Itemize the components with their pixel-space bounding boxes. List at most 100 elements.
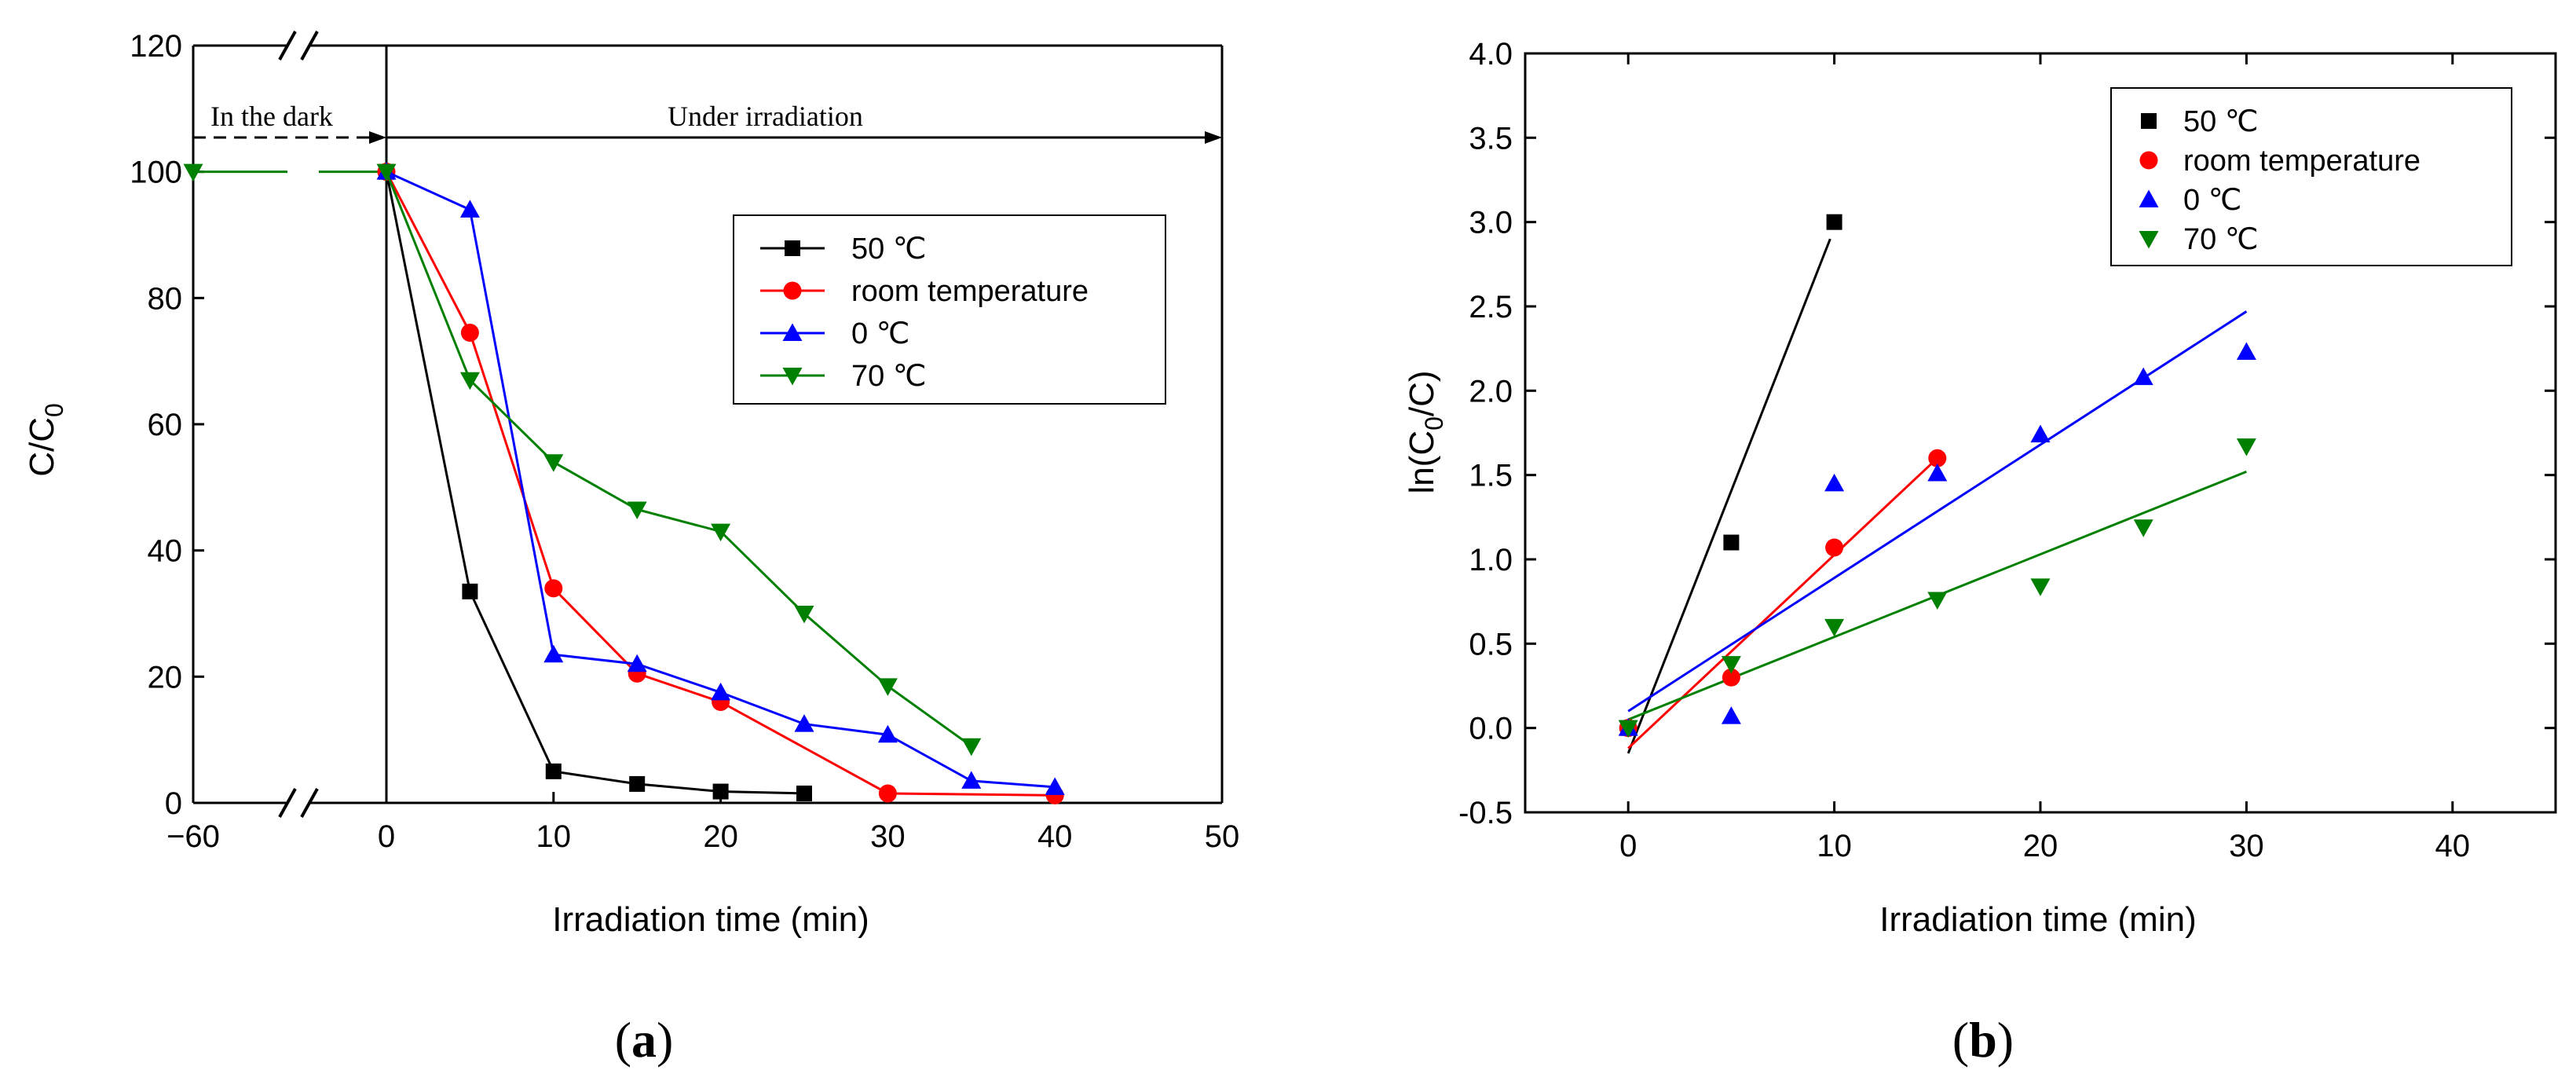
panel-b-xtick-label: 0	[1619, 829, 1637, 863]
panel-b-ytick-label: 4.0	[1469, 37, 1513, 71]
panel-a-legend-label: 0 ℃	[851, 317, 909, 350]
panel-b-legend-swatch-marker	[2139, 189, 2159, 207]
panel-a-dark-start-marker	[183, 163, 203, 182]
panel-a-data-point	[794, 714, 814, 732]
panel-b-data-point	[2133, 519, 2153, 537]
panel-a-series-line	[385, 171, 805, 795]
panel-a-legend-swatch-marker	[782, 323, 803, 341]
panel-b-ytick-label: 0.0	[1469, 712, 1513, 746]
panel-a-data-point	[545, 763, 562, 779]
panel-b-ylabel-sub: 0	[1420, 416, 1448, 431]
panel-b-xlabel: Irradiation time (min)	[1879, 900, 2196, 939]
panel-a-data-point	[794, 606, 814, 624]
panel-b-data-point	[1723, 534, 1740, 551]
panel-b-data-point	[2236, 342, 2256, 360]
panel-a-ylabel: C/C0	[23, 403, 68, 477]
panel-b-legend-label: 0 ℃	[2183, 184, 2241, 217]
panel-b-legend: 50 ℃ room temperature 0 ℃ 70 ℃	[2110, 87, 2512, 266]
panel-b-ytick-label: 2.5	[1469, 290, 1513, 324]
panel-a-axes	[192, 31, 1224, 818]
panel-b-letter: b	[1969, 1012, 1997, 1068]
panel-a-data-point	[712, 783, 729, 800]
panel-b-data-point	[1928, 449, 1947, 467]
panel-a-ytick-label: 120	[130, 29, 182, 64]
panel-a-data-point	[627, 654, 647, 672]
panel-a-legend-label: room temperature	[851, 275, 1089, 308]
panel-b-data-point	[1618, 720, 1638, 738]
panel-a-data-point	[629, 775, 646, 792]
panel-b-fit-line	[1627, 310, 2248, 713]
panel-b-legend-box	[2110, 87, 2512, 266]
panel-a-data-point	[459, 372, 480, 390]
panel-b-ylabel: ln(C0/C)	[1403, 370, 1448, 493]
panel-b-legend-swatch-marker	[2141, 113, 2157, 129]
panel-a-xtick-label: 40	[1037, 819, 1073, 854]
panel-a-xtick-label: 0	[378, 819, 395, 854]
panel-a-ylabel-main: C/C	[23, 417, 61, 477]
panel-a-data-point	[459, 200, 480, 218]
panel-a-ytick-label: 20	[148, 660, 183, 694]
panel-a-xtick-label: 10	[536, 819, 572, 854]
panel-b-data-point	[2236, 438, 2256, 456]
panel-b-ytick-label: 2.0	[1469, 374, 1513, 409]
annotation-irradiation: Under irradiation	[668, 101, 863, 132]
panel-a-legend-box	[733, 214, 1166, 405]
panel-a-break-gap	[287, 39, 309, 52]
panel-b-series	[1618, 214, 2256, 754]
panel-b-legend-label: 70 ℃	[2183, 223, 2259, 256]
panel-b-ytick-label: 3.0	[1469, 206, 1513, 240]
panel-b-data-point	[2030, 424, 2051, 443]
panel-a-legend-label: 50 ℃	[851, 233, 927, 266]
panel-a-data-point	[462, 583, 478, 599]
panel-b-xtick-label: 20	[2023, 829, 2058, 863]
panel-a-ytick-label: 60	[148, 408, 183, 442]
panel-b-ylabel-main: ln(C	[1403, 431, 1441, 494]
panel-a-letter: a	[631, 1012, 657, 1068]
panel-b-data-point	[1721, 656, 1741, 674]
panel-a-data-point	[877, 678, 898, 696]
panel-b-data-point	[1722, 668, 1740, 687]
panel-a-legend-swatch-marker	[782, 368, 803, 386]
panel-a-data-point	[543, 454, 564, 472]
panel-b-data-point	[1824, 618, 1845, 637]
panel-a-break-slash	[278, 788, 297, 818]
panel-a-legend-label: 70 ℃	[851, 360, 927, 393]
panel-b-legend-label: 50 ℃	[2183, 105, 2259, 138]
panel-b-xtick-label: 10	[1817, 829, 1852, 863]
panel-b-fit-line	[1627, 457, 1938, 749]
panel-b-data-point	[1824, 473, 1845, 492]
panel-a-data-point	[544, 579, 563, 598]
panel-a-data-point	[543, 644, 564, 663]
panel-b-legend-label: room temperature	[2183, 145, 2420, 178]
panel-a-data-point	[711, 682, 731, 701]
panel-a-ytick-label: 100	[130, 156, 182, 190]
panel-a-xlabel: Irradiation time (min)	[552, 900, 869, 939]
panel-a-legend-swatch-marker	[783, 281, 802, 300]
panel-b-xtick-label: 30	[2229, 829, 2264, 863]
panel-a-data-point	[961, 771, 982, 789]
panel-a-ytick-label: 0	[165, 786, 182, 821]
annotation-dark: In the dark	[210, 101, 333, 132]
panel-a-break-gap	[287, 797, 309, 809]
panel-a-xtick-label: −60	[166, 819, 220, 854]
panel-b-ylabel-end: /C)	[1403, 370, 1441, 416]
panel-b-fit-line	[1626, 238, 1831, 754]
panel-b-ytick-label: -0.5	[1458, 796, 1513, 830]
panel-a-data-point	[627, 501, 647, 519]
panel-a-series-line	[385, 171, 972, 747]
panel-b-ytick-label: 1.5	[1469, 459, 1513, 493]
panel-b-legend-swatch-marker	[2139, 231, 2159, 249]
panel-a-data-point	[460, 324, 479, 343]
panel-a-xtick-label: 50	[1205, 819, 1240, 854]
panel-b-data-point	[1927, 464, 1948, 482]
panel-b-data-point	[2133, 367, 2153, 386]
panel-b-chart: -0.5 0.0 0.5 1.0 1.5 2.0 2.5 3.0 3.5 4.0 0 10 20 30 40…	[1403, 37, 2557, 1068]
panel-a-legend-swatch-marker	[785, 240, 800, 256]
panel-a-data-point	[376, 163, 397, 182]
panel-b-ytick-label: 1.0	[1469, 543, 1513, 577]
panel-b-data-point	[2030, 578, 2051, 596]
panel-a-data-point	[711, 523, 731, 542]
panel-a-ytick-label: 40	[148, 534, 183, 569]
